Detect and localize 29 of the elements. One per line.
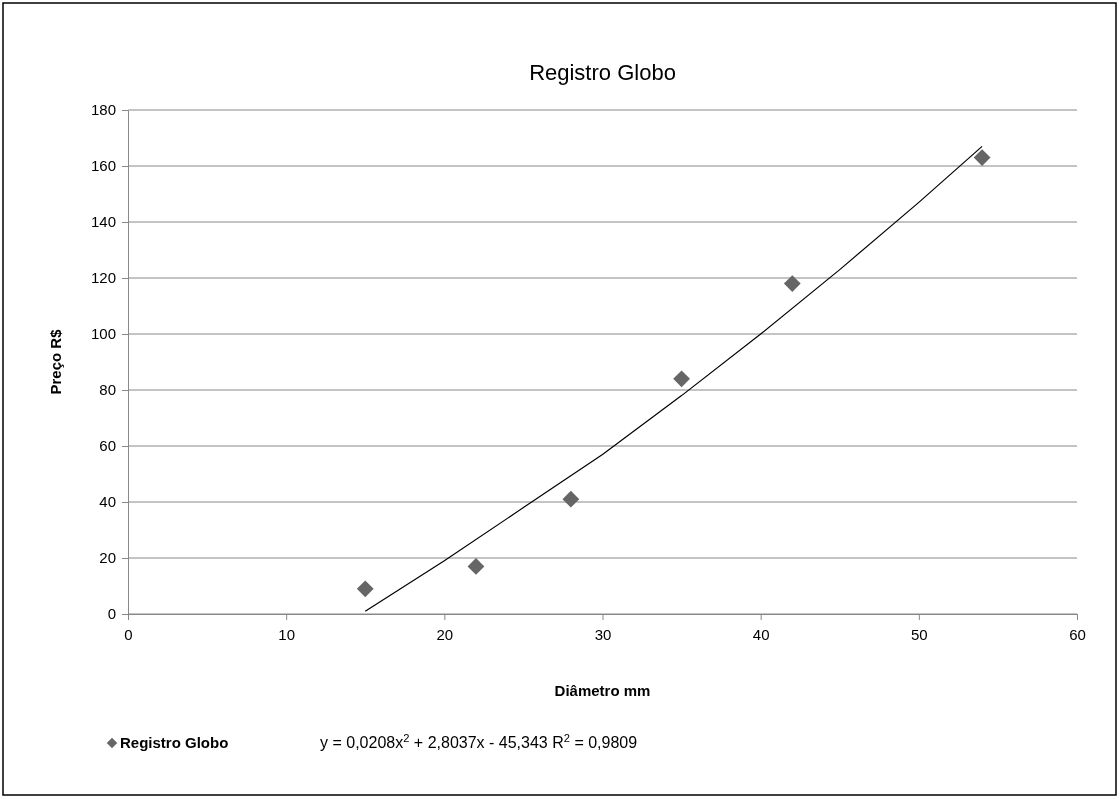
y-tick-label: 40 [99, 493, 116, 511]
y-tick-label: 140 [90, 213, 116, 231]
y-tick-label: 180 [90, 101, 116, 119]
line-series [364, 145, 983, 612]
x-tick-label: 20 [436, 625, 454, 643]
point [562, 490, 580, 508]
y-tick-label: 60 [99, 437, 116, 455]
y-axis-title: Preço R$ [47, 328, 64, 395]
y-tick-label: 80 [99, 381, 116, 399]
y-tick-label: 0 [107, 605, 116, 623]
x-tick-label: 60 [1069, 625, 1086, 643]
y-tick-label: 20 [99, 549, 116, 567]
y-tick-label: 160 [90, 157, 116, 175]
legend-label: Registro Globo [120, 734, 229, 751]
point [673, 370, 690, 388]
x-axis-title: Diâmetro mm [554, 682, 651, 699]
point [356, 580, 374, 598]
x-tick-label: 40 [752, 625, 770, 643]
y-tick-label: 100 [90, 325, 116, 343]
text: y = 0,0208x$^{2}$ + 2,8037x - 45,343 R$^{2}$ = 0,9809 [320, 732, 638, 751]
chart-title: Registro Globo [529, 60, 676, 85]
point [973, 149, 991, 166]
x-tick-label: 10 [278, 625, 296, 643]
x-tick-label: 0 [124, 625, 133, 643]
y-tick-label: 120 [90, 269, 116, 287]
x-tick-label: 30 [594, 625, 612, 643]
x-tick-label: 50 [910, 625, 928, 643]
point [467, 558, 485, 575]
point [783, 275, 801, 292]
